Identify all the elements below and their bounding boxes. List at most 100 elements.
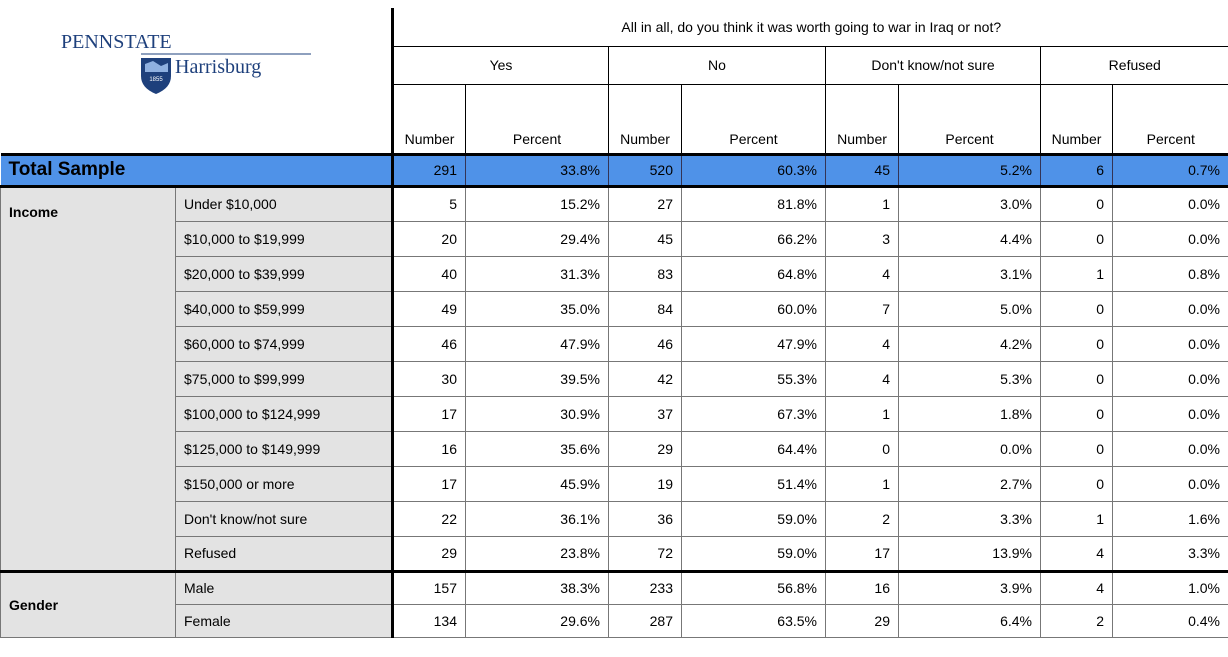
data-cell: 38.3%: [466, 571, 609, 604]
data-cell: 29: [393, 536, 466, 571]
data-cell: 30: [393, 361, 466, 396]
data-cell: 7: [826, 291, 899, 326]
data-cell: 63.5%: [682, 604, 826, 637]
data-cell: 4.2%: [899, 326, 1041, 361]
data-cell: 0.8%: [1113, 256, 1228, 291]
data-cell: 0.0%: [1113, 326, 1228, 361]
row-label: $60,000 to $74,999: [176, 326, 393, 361]
subheader: Percent: [682, 84, 826, 154]
data-cell: 46: [609, 326, 682, 361]
data-cell: 0: [1041, 326, 1113, 361]
response-header: No: [609, 46, 826, 84]
row-label: $100,000 to $124,999: [176, 396, 393, 431]
total-cell: 520: [609, 154, 682, 186]
data-cell: 0.0%: [899, 431, 1041, 466]
total-cell: 291: [393, 154, 466, 186]
data-cell: 30.9%: [466, 396, 609, 431]
data-cell: 46: [393, 326, 466, 361]
data-cell: 40: [393, 256, 466, 291]
data-cell: 37: [609, 396, 682, 431]
question: All in all, do you think it was worth go…: [393, 8, 1228, 46]
subheader: Number: [1041, 84, 1113, 154]
data-cell: 29: [826, 604, 899, 637]
data-cell: 16: [826, 571, 899, 604]
data-cell: 36: [609, 501, 682, 536]
data-cell: 0.0%: [1113, 186, 1228, 221]
data-cell: 1: [1041, 256, 1113, 291]
data-cell: 2: [826, 501, 899, 536]
data-cell: 157: [393, 571, 466, 604]
data-cell: 5.0%: [899, 291, 1041, 326]
data-cell: 0: [1041, 291, 1113, 326]
data-cell: 64.8%: [682, 256, 826, 291]
data-cell: 5.3%: [899, 361, 1041, 396]
data-cell: 59.0%: [682, 501, 826, 536]
subheader: Number: [826, 84, 899, 154]
subheader: Percent: [1113, 84, 1228, 154]
data-cell: 1.0%: [1113, 571, 1228, 604]
data-cell: 287: [609, 604, 682, 637]
row-label: $75,000 to $99,999: [176, 361, 393, 396]
data-cell: 81.8%: [682, 186, 826, 221]
data-cell: 4: [826, 326, 899, 361]
data-cell: 64.4%: [682, 431, 826, 466]
data-cell: 4: [826, 256, 899, 291]
row-label: $40,000 to $59,999: [176, 291, 393, 326]
data-cell: 55.3%: [682, 361, 826, 396]
data-cell: 0: [1041, 186, 1113, 221]
data-cell: 3.9%: [899, 571, 1041, 604]
data-cell: 0: [1041, 361, 1113, 396]
data-cell: 1: [1041, 501, 1113, 536]
data-cell: 0: [826, 431, 899, 466]
data-cell: 134: [393, 604, 466, 637]
total-cell: 6: [1041, 154, 1113, 186]
subheader: Percent: [899, 84, 1041, 154]
row-label: Don't know/not sure: [176, 501, 393, 536]
data-cell: 29.4%: [466, 221, 609, 256]
data-cell: 1.6%: [1113, 501, 1228, 536]
data-cell: 56.8%: [682, 571, 826, 604]
total-cell: 45: [826, 154, 899, 186]
data-cell: 6.4%: [899, 604, 1041, 637]
data-cell: 15.2%: [466, 186, 609, 221]
data-cell: 0: [1041, 396, 1113, 431]
data-cell: 20: [393, 221, 466, 256]
data-cell: 23.8%: [466, 536, 609, 571]
data-cell: 0.0%: [1113, 291, 1228, 326]
data-cell: 2: [1041, 604, 1113, 637]
data-cell: 1.8%: [899, 396, 1041, 431]
data-cell: 45: [609, 221, 682, 256]
data-cell: 0.4%: [1113, 604, 1228, 637]
data-cell: 49: [393, 291, 466, 326]
data-cell: 84: [609, 291, 682, 326]
data-cell: 4: [1041, 536, 1113, 571]
data-cell: 36.1%: [466, 501, 609, 536]
data-cell: 39.5%: [466, 361, 609, 396]
subheader: Number: [393, 84, 466, 154]
data-cell: 4: [1041, 571, 1113, 604]
subheader: Number: [609, 84, 682, 154]
data-cell: 1: [826, 186, 899, 221]
logo-campus: Harrisburg: [175, 56, 261, 78]
data-cell: 47.9%: [682, 326, 826, 361]
data-cell: 35.0%: [466, 291, 609, 326]
data-cell: 16: [393, 431, 466, 466]
data-cell: 3.0%: [899, 186, 1041, 221]
data-cell: 1: [826, 396, 899, 431]
data-cell: 0.0%: [1113, 361, 1228, 396]
total-label: Total Sample: [1, 154, 393, 186]
data-cell: 5: [393, 186, 466, 221]
data-cell: 66.2%: [682, 221, 826, 256]
row-label: $10,000 to $19,999: [176, 221, 393, 256]
